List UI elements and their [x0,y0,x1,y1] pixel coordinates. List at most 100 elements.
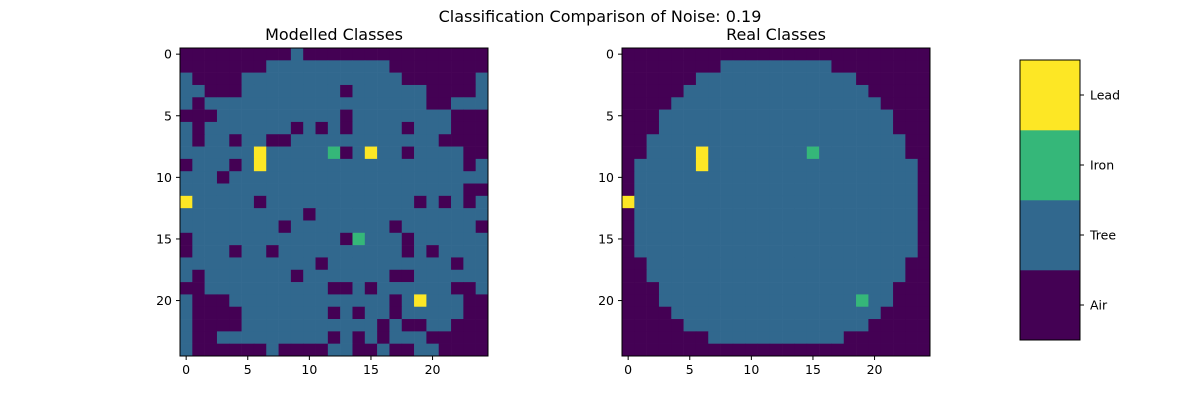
heatmap-cell [364,60,378,73]
heatmap-cell [868,294,882,308]
heatmap-cell [843,257,857,271]
heatmap-cell [695,269,709,283]
heatmap-cell [340,60,353,73]
heatmap-cell [315,294,329,308]
heatmap-cell [352,97,366,110]
heatmap-cell [204,109,218,123]
heatmap-cell [745,232,758,246]
heatmap-cell [622,343,635,357]
heatmap-cell [757,183,771,197]
heatmap-cell [782,220,795,234]
heatmap-cell [695,171,709,184]
heatmap-cell [880,306,894,320]
heatmap-cell [757,171,771,184]
heatmap-cell [745,183,758,197]
heatmap-cell [475,84,489,98]
heatmap-cell [806,158,820,172]
heatmap-cell [364,109,378,123]
heatmap-cell [769,257,783,271]
heatmap-cell [229,97,242,110]
heatmap-cell [352,158,366,172]
heatmap-cell [769,294,783,308]
heatmap-cell [769,60,783,73]
heatmap-cell [241,158,255,172]
heatmap-cell [192,294,205,308]
heatmap-cell [438,134,452,147]
heatmap-cell [658,220,672,234]
heatmap-cell [327,158,341,172]
heatmap-cell [708,208,721,221]
heatmap-cell [463,331,476,344]
heatmap-cell [757,146,771,160]
heatmap-cell [843,60,857,73]
heatmap-cell [806,232,820,246]
heatmap-cell [622,97,635,110]
heatmap-cell [364,72,378,86]
heatmap-cell [843,158,857,172]
heatmap-cell [720,109,734,123]
heatmap-cell [695,257,709,271]
heatmap-cell [745,245,758,258]
heatmap-cell [241,257,255,271]
heatmap-cell [757,319,771,332]
heatmap-cell [905,84,918,98]
heatmap-cell [327,294,341,308]
heatmap-cell [192,220,205,234]
heatmap-cell [671,171,684,184]
heatmap-cell [745,319,758,332]
heatmap-cell [266,158,279,172]
heatmap-cell [426,331,440,344]
modelled-title: Modelled Classes [265,25,403,44]
heatmap-cell [671,294,684,308]
heatmap-cell [683,294,697,308]
heatmap-cell [917,257,931,271]
heatmap-cell [229,171,242,184]
heatmap-cell [708,232,721,246]
heatmap-cell [352,48,366,61]
heatmap-cell [658,282,672,295]
heatmap-cell [229,294,242,308]
heatmap-cell [757,306,771,320]
heatmap-cell [327,319,341,332]
heatmap-cell [634,60,647,73]
heatmap-cell [671,146,684,160]
heatmap-cell [917,171,931,184]
heatmap-cell [782,158,795,172]
heatmap-cell [732,269,746,283]
heatmap-cell [634,331,647,344]
heatmap-cell [253,294,267,308]
heatmap-cell [917,232,931,246]
heatmap-cell [204,183,218,197]
heatmap-cell [426,121,440,135]
heatmap-cell [905,343,918,357]
heatmap-cell [253,171,267,184]
heatmap-cell [646,97,660,110]
heatmap-cell [806,121,820,135]
heatmap-cell [352,183,366,197]
heatmap-cell [241,294,255,308]
heatmap-cell [671,48,684,61]
heatmap-cell [708,171,721,184]
heatmap-cell [315,208,329,221]
heatmap-cell [340,257,353,271]
heatmap-cell [819,97,832,110]
heatmap-cell [794,146,808,160]
heatmap-cell [426,84,440,98]
heatmap-cell [229,195,242,209]
heatmap-cell [241,183,255,197]
heatmap-cell [819,146,832,160]
heatmap-cell [266,269,279,283]
heatmap-cell [634,72,647,86]
heatmap-cell [720,220,734,234]
heatmap-cell [622,60,635,73]
heatmap-cell [266,232,279,246]
heatmap-cell [708,97,721,110]
heatmap-cell [917,306,931,320]
heatmap-cell [819,294,832,308]
heatmap-cell [266,134,279,147]
heatmap-cell [426,257,440,271]
heatmap-cell [732,158,746,172]
heatmap-cell [905,232,918,246]
heatmap-cell [278,121,292,135]
heatmap-cell [905,331,918,344]
